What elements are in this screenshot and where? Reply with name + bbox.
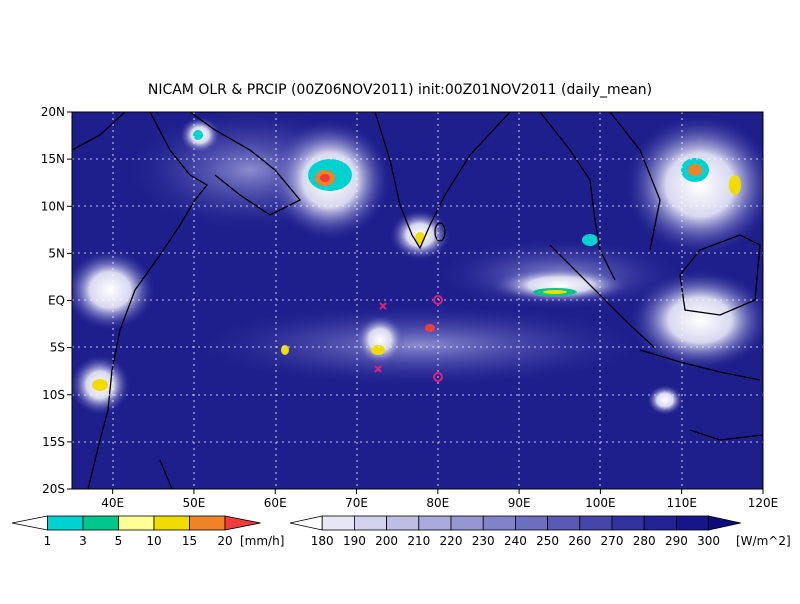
lon-label: 60E — [264, 496, 287, 510]
colorbar-swatch — [386, 515, 420, 531]
lon-label: 120E — [748, 496, 779, 510]
colorbar-swatch — [353, 515, 387, 531]
lat-label: 15N — [41, 152, 65, 166]
colorbar-arrow — [224, 515, 261, 531]
colorbar-swatch — [82, 515, 119, 531]
colorbar-label: 200 — [375, 534, 398, 548]
lon-label: 90E — [508, 496, 531, 510]
colorbar-label: 10 — [146, 534, 161, 548]
lon-label: 110E — [666, 496, 697, 510]
lon-label: 50E — [183, 496, 206, 510]
colorbar-swatch — [515, 515, 549, 531]
colorbar-arrow — [708, 515, 741, 531]
map — [72, 112, 763, 489]
colorbar-label: 230 — [472, 534, 495, 548]
colorbar-label: 260 — [568, 534, 591, 548]
olr-colorbar: 180 190 200 210 220 230 240 250 260 270 280 290 300 [… — [289, 515, 791, 548]
lat-axis: 20N 15N 10N 5N EQ 5S 10S 15S 20S — [41, 105, 72, 496]
lat-label: 15S — [42, 435, 65, 449]
lat-label: 10N — [41, 199, 65, 213]
lat-label: 20N — [41, 105, 65, 119]
lat-label: 10S — [42, 388, 65, 402]
colorbar-label: 20 — [217, 534, 232, 548]
coastlines — [72, 112, 763, 489]
colorbar-swatch — [676, 515, 710, 531]
colorbar-label: 290 — [665, 534, 688, 548]
colorbar-label: 3 — [79, 534, 87, 548]
colorbar-arrow — [11, 515, 48, 531]
colorbar-label: 190 — [343, 534, 366, 548]
colorbar-label: 15 — [182, 534, 197, 548]
lon-axis: 40E 50E 60E 70E 80E 90E 100E 110E 120E — [101, 489, 778, 510]
lon-label: 40E — [101, 496, 124, 510]
colorbar-label: 5 — [115, 534, 123, 548]
precip-colorbar: 1 3 5 10 15 20 [mm/h] — [11, 515, 284, 548]
colorbar-swatch — [611, 515, 645, 531]
colorbar-swatch — [189, 515, 226, 531]
site-markers — [374, 295, 443, 382]
colorbar-swatch — [47, 515, 84, 531]
colorbar-unit: [mm/h] — [240, 534, 284, 548]
lon-label: 70E — [345, 496, 368, 510]
colorbar-label: 270 — [601, 534, 624, 548]
colorbar-unit: [W/m^2] — [736, 534, 791, 548]
title: NICAM OLR & PRCIP (00Z06NOV2011) init:00… — [148, 82, 652, 98]
colorbar-swatch — [579, 515, 613, 531]
graticule — [72, 112, 763, 489]
colorbar-label: 280 — [633, 534, 656, 548]
colorbar-arrow — [289, 515, 323, 531]
colorbar-label: 250 — [536, 534, 559, 548]
colorbar-swatch — [418, 515, 452, 531]
lat-label: 5N — [48, 246, 65, 260]
colorbar-label: 220 — [440, 534, 463, 548]
colorbar-swatch — [450, 515, 484, 531]
colorbar-label: 1 — [44, 534, 52, 548]
colorbar-label: 180 — [311, 534, 334, 548]
colorbar-label: 210 — [407, 534, 430, 548]
colorbar-label: 240 — [504, 534, 527, 548]
colorbar-swatch — [482, 515, 516, 531]
lat-label: 20S — [42, 482, 65, 496]
colorbar-swatch — [321, 515, 355, 531]
precip-cells — [92, 130, 741, 391]
colorbar-swatch — [547, 515, 581, 531]
lon-label: 80E — [426, 496, 449, 510]
colorbar-swatch — [118, 515, 155, 531]
colorbar-label: 300 — [697, 534, 720, 548]
lon-label: 100E — [585, 496, 616, 510]
colorbar-swatch — [153, 515, 190, 531]
colorbar-swatch — [643, 515, 677, 531]
lat-label: EQ — [48, 294, 65, 308]
lat-label: 5S — [50, 341, 65, 355]
